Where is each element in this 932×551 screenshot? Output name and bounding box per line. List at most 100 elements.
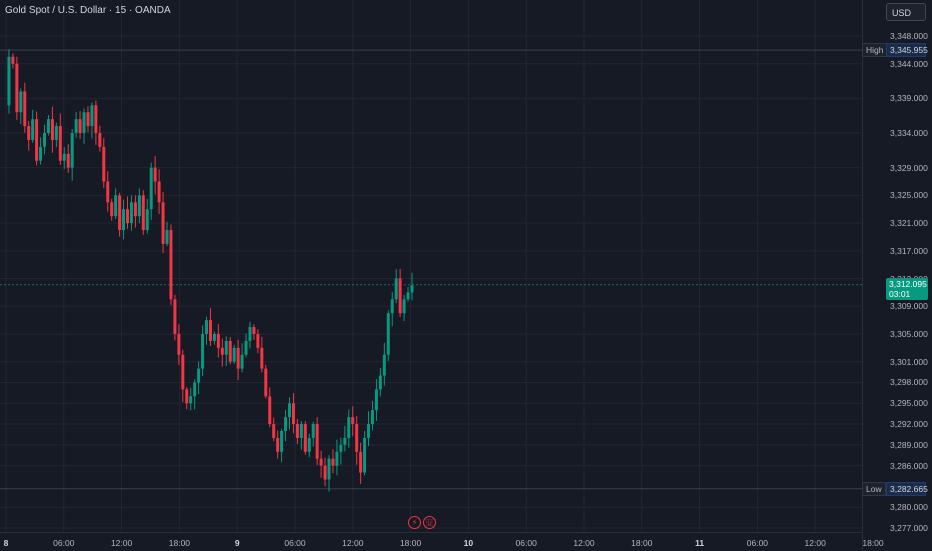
candle	[252, 324, 256, 340]
candle-body	[208, 320, 212, 341]
candle-body	[86, 112, 90, 127]
time-tick-label: 06:00	[284, 538, 306, 548]
candle	[335, 439, 339, 476]
candle	[177, 324, 181, 366]
candle	[141, 190, 145, 235]
candle-body	[303, 424, 307, 452]
candle-body	[268, 396, 272, 425]
candle	[165, 221, 169, 247]
candle	[149, 162, 153, 220]
time-tick-label: 12:00	[342, 538, 364, 548]
time-tick-label: 18:00	[168, 538, 191, 548]
candle-body	[299, 424, 303, 438]
candle-body	[291, 403, 295, 425]
candle	[153, 156, 157, 195]
candle-body	[382, 354, 386, 376]
candle	[110, 198, 114, 221]
candle	[201, 325, 205, 376]
candle	[102, 138, 106, 189]
candle-body	[402, 299, 406, 314]
candle-body	[149, 167, 153, 210]
last-price-tag: 3,312.095 03:01	[886, 277, 928, 300]
candle	[145, 198, 149, 234]
candle-body	[129, 202, 133, 224]
time-tick-label: 06:00	[746, 538, 769, 548]
candle	[268, 387, 272, 428]
candle	[50, 106, 54, 153]
time-tick-label: 18:00	[399, 538, 422, 548]
candle-body	[216, 333, 220, 348]
candle-body	[161, 202, 165, 244]
candle-body	[23, 91, 27, 127]
candle-body	[394, 278, 398, 300]
time-tick-label: 8	[3, 538, 9, 548]
candle-body	[406, 292, 410, 300]
candle	[212, 331, 216, 345]
candle-body	[50, 119, 54, 140]
candle	[276, 430, 280, 459]
candle-body	[153, 167, 157, 182]
candle	[15, 56, 19, 120]
candlestick-chart[interactable]	[0, 0, 862, 532]
time-tick-label: 9	[234, 538, 240, 548]
candle	[402, 295, 406, 322]
candle	[62, 147, 66, 169]
candle-body	[390, 299, 394, 314]
currency-selector[interactable]: USD	[886, 3, 926, 21]
candle	[70, 129, 74, 181]
candle-body	[240, 354, 244, 369]
candle	[58, 113, 62, 165]
candle	[272, 417, 276, 442]
candle-body	[272, 424, 276, 438]
price-tick-label: 3,334.000	[890, 128, 928, 138]
price-tick-label: 3,321.000	[890, 218, 928, 229]
lightning-icon[interactable]: ⚡	[408, 516, 421, 529]
candle	[248, 321, 252, 349]
candle-body	[46, 119, 50, 134]
candle	[232, 344, 236, 365]
candle-body	[276, 437, 280, 452]
candle-body	[378, 375, 382, 390]
candle	[169, 224, 173, 306]
candle-body	[7, 56, 11, 106]
candle-body	[141, 195, 145, 231]
candle-body	[311, 424, 315, 438]
candle	[137, 188, 141, 224]
price-axis[interactable]	[862, 0, 932, 550]
candle	[193, 379, 197, 410]
candle	[339, 437, 343, 465]
candle	[331, 449, 335, 474]
candle	[378, 367, 382, 397]
high-label: High	[862, 43, 888, 58]
candle-body	[359, 451, 363, 473]
candle	[197, 361, 201, 395]
candle	[216, 324, 220, 358]
candle	[27, 120, 31, 151]
last-price-value: 3,312.095	[889, 278, 927, 289]
time-tick-label: 06:00	[53, 538, 75, 548]
candle	[244, 333, 248, 358]
price-tick-label: 3,277.000	[890, 523, 928, 533]
candle-body	[82, 112, 86, 134]
us-flag-icon[interactable]: 🇺	[423, 516, 436, 529]
candle	[157, 169, 161, 214]
candle-body	[335, 451, 339, 466]
candle	[224, 336, 228, 367]
candle-body	[331, 458, 335, 466]
candle	[205, 316, 209, 345]
candle-body	[189, 396, 193, 404]
candle-body	[58, 126, 62, 161]
chart-area[interactable]	[0, 0, 862, 532]
candle	[39, 137, 43, 165]
candle	[78, 111, 82, 139]
candle-body	[260, 347, 264, 369]
time-axis[interactable]: 8 06:00 12:00 18:00 9 06:00 12:00 18:00 10 06:00 1…	[0, 532, 884, 551]
candle	[256, 329, 260, 354]
price-tick-label: 3,301.000	[890, 356, 928, 367]
low-label: Low	[862, 481, 886, 496]
candle-body	[11, 56, 15, 64]
candle-body	[94, 105, 98, 134]
candle	[122, 199, 126, 240]
candle-body	[137, 195, 141, 217]
candle	[7, 49, 11, 114]
